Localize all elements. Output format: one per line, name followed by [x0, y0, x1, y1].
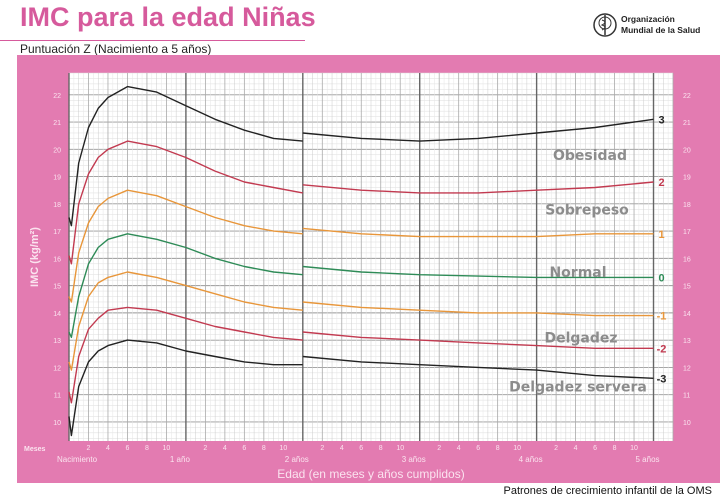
y-tick-label-right: 22 [683, 93, 691, 100]
x-month-tick: 6 [593, 445, 597, 452]
curve-z0-birth-to-2 [68, 233, 303, 339]
y-tick-label-right: 16 [683, 256, 691, 263]
y-tick-label-left: 21 [53, 120, 61, 127]
zone-label: Sobrepeso [545, 202, 629, 218]
x-month-tick: 2 [203, 445, 207, 452]
who-logo: Organización Mundial de la Salud [592, 12, 700, 38]
y-tick-label-right: 11 [683, 393, 690, 400]
curve-z-2-2-to-5 [302, 331, 654, 349]
x-month-tick: 2 [320, 445, 324, 452]
x-month-tick: 4 [340, 445, 344, 452]
y-tick-label-left: 17 [53, 229, 61, 236]
curve-z3-birth-to-2 [68, 85, 303, 227]
y-tick-label-left: 15 [53, 284, 61, 291]
y-tick-label-left: 13 [53, 338, 61, 345]
curve-z-2-birth-to-2 [68, 306, 303, 404]
zscore-label: 2 [658, 177, 664, 189]
x-month-tick: 10 [396, 445, 404, 452]
x-axis-label: Edad (en meses y años cumplidos) [277, 467, 464, 481]
curve-z-3-2-to-5 [302, 355, 654, 379]
curve-z-3-birth-to-2 [68, 339, 303, 437]
x-year-label: 1 año [170, 455, 191, 464]
x-month-tick: 6 [125, 445, 129, 452]
y-tick-label-right: 12 [683, 365, 691, 372]
curve-z2-2-to-5 [302, 181, 654, 194]
y-tick-label-right: 15 [683, 284, 691, 291]
y-tick-label-left: 18 [53, 202, 61, 209]
x-month-tick: 10 [279, 445, 287, 452]
y-tick-label-right: 17 [683, 229, 691, 236]
x-month-tick: 8 [613, 445, 617, 452]
x-month-tick: 4 [106, 445, 110, 452]
y-tick-label-right: 19 [683, 175, 691, 182]
y-tick-label-left: 11 [54, 393, 61, 400]
y-tick-label-right: 18 [683, 202, 691, 209]
title-underline [0, 40, 305, 41]
x-month-tick: 8 [379, 445, 383, 452]
x-year-label: Nacimiento [57, 455, 98, 464]
curve-z0-2-to-5 [302, 265, 654, 279]
curve-z-1-2-to-5 [302, 301, 654, 317]
y-axis-label: IMC (kg/m²) [29, 227, 41, 287]
zscore-label: 0 [658, 272, 664, 284]
x-month-tick: 2 [87, 445, 91, 452]
x-month-tick: 10 [513, 445, 521, 452]
zscore-label: 1 [658, 229, 664, 241]
zone-label: Normal [549, 265, 606, 281]
y-tick-label-left: 10 [53, 420, 61, 427]
x-month-tick: 2 [437, 445, 441, 452]
y-tick-label-left: 19 [53, 175, 61, 182]
x-month-tick: 8 [145, 445, 149, 452]
zscore-label: -1 [657, 311, 667, 323]
x-month-tick: 6 [476, 445, 480, 452]
footer-source: Patrones de crecimiento infantil de la O… [503, 485, 713, 497]
curve-z3-2-to-5 [302, 118, 654, 142]
x-month-tick: 6 [242, 445, 246, 452]
curve-z-1-birth-to-2 [68, 271, 303, 371]
y-tick-label-right: 20 [683, 147, 691, 154]
x-month-tick: 8 [496, 445, 500, 452]
y-tick-label-right: 21 [683, 120, 691, 127]
x-month-tick: 2 [554, 445, 558, 452]
zscore-label: 3 [658, 114, 664, 126]
chart-title: IMC para la edad Niñas [20, 2, 316, 32]
zone-label: Obesidad [553, 148, 627, 164]
y-tick-label-left: 14 [53, 311, 61, 318]
y-tick-label-right: 13 [683, 338, 691, 345]
who-emblem-icon [593, 13, 617, 37]
curve-z2-birth-to-2 [68, 140, 303, 265]
y-tick-label-left: 12 [53, 365, 61, 372]
org-name-line2: Mundial de la Salud [621, 25, 701, 35]
zone-label: Delgadez servera [509, 380, 647, 396]
zone-label: Delgadez [544, 330, 617, 346]
zscore-label: -3 [657, 373, 667, 385]
curve-z1-birth-to-2 [68, 189, 303, 303]
x-month-tick: 4 [223, 445, 227, 452]
x-year-label: 3 años [402, 455, 426, 464]
x-month-tick: 4 [457, 445, 461, 452]
y-tick-label-left: 20 [53, 147, 61, 154]
x-year-label: 2 años [285, 455, 309, 464]
x-year-label: 4 años [519, 455, 543, 464]
y-tick-label-right: 10 [683, 420, 691, 427]
curve-z1-2-to-5 [302, 227, 654, 238]
y-tick-label-left: 22 [53, 93, 61, 100]
x-unit-label: Meses [24, 446, 46, 453]
x-year-label: 5 años [636, 455, 660, 464]
x-month-tick: 10 [163, 445, 171, 452]
y-tick-label-left: 16 [53, 256, 61, 263]
org-name-line1: Organización [621, 14, 675, 24]
x-month-tick: 8 [262, 445, 266, 452]
x-month-tick: 4 [574, 445, 578, 452]
x-month-tick: 6 [359, 445, 363, 452]
y-tick-label-right: 14 [683, 311, 691, 318]
zscore-label: -2 [657, 343, 667, 355]
chart-subtitle: Puntuación Z (Nacimiento a 5 años) [20, 42, 212, 56]
x-month-tick: 10 [630, 445, 638, 452]
